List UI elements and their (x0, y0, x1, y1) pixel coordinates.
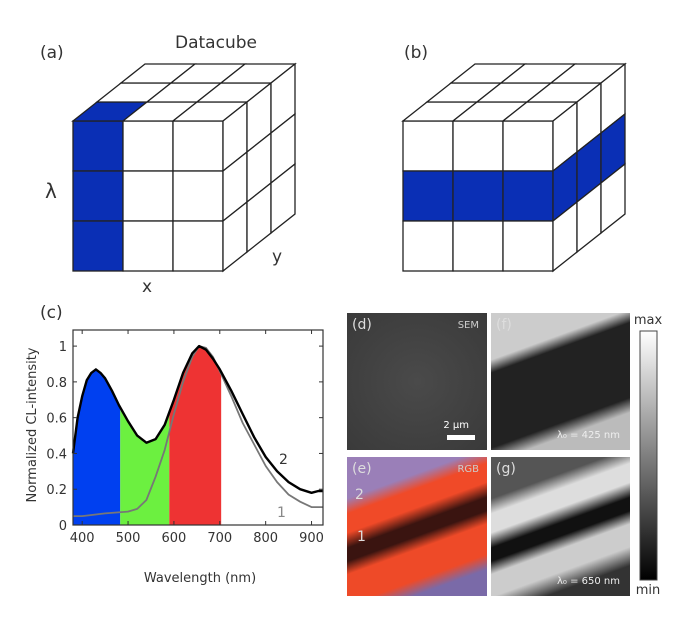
spectrum-chart: 400 500 600 700 800 900 0 0.2 0.4 0.6 0.8 1 (46, 329, 324, 546)
wavelength-g: λ₀ = 650 nm (556, 576, 620, 587)
cl-image-g: (g) λ₀ = 650 nm (491, 457, 630, 596)
band-fill-0 (73, 369, 121, 525)
region-marker-1: 1 (357, 529, 366, 545)
y-tick-label: 0 (59, 519, 67, 534)
panel-a-label: (a) (40, 43, 64, 63)
panel-e-label: (e) (352, 461, 372, 477)
cube-cell-front (502, 170, 554, 222)
chart-ylabel: Normalized CL-intensity (25, 347, 40, 502)
band-fill-1 (120, 407, 170, 525)
series-line-2 (71, 344, 323, 494)
sem-image-d: (d) SEM 2 µm (347, 313, 487, 450)
cube-cell-front (502, 220, 554, 272)
x-tick-label: 500 (116, 531, 141, 546)
cube-cell-front (452, 220, 504, 272)
colorbar-max: max (634, 313, 663, 328)
band-fill-2 (169, 346, 222, 525)
panel-d-label: (d) (352, 317, 372, 333)
panel-g-label: (g) (496, 461, 516, 477)
x-tick-label: 800 (253, 531, 278, 546)
cl-image-f: (f) λ₀ = 425 nm (491, 313, 630, 450)
cube-cell-front (172, 170, 224, 222)
lambda-axis-label: λ (45, 179, 57, 203)
y-tick-label: 0.6 (46, 412, 67, 427)
cube-cell-front (122, 220, 174, 272)
y-tick-label: 1 (59, 340, 67, 355)
cube-cell-front (402, 120, 454, 172)
cube-cell-front (72, 170, 124, 222)
series-label-1: 1 (277, 505, 286, 521)
cube-cell-side (270, 162, 296, 235)
cube-cell-front (452, 170, 504, 222)
rgb-image-e: (e) RGB 2 1 (347, 457, 487, 596)
x-tick-label: 900 (299, 531, 324, 546)
scalebar (447, 435, 475, 440)
datacube-b (401, 62, 627, 273)
x-tick-label: 600 (162, 531, 187, 546)
y-tick-label: 0.2 (46, 483, 67, 498)
rgb-tag: RGB (457, 464, 479, 475)
colorbar-min: min (636, 583, 661, 598)
plot-frame (72, 329, 324, 526)
cube-cell-front (402, 170, 454, 222)
series-label-2: 2 (279, 452, 288, 468)
sem-tag: SEM (457, 320, 479, 331)
region-marker-2: 2 (355, 487, 364, 503)
cube-cell-front (72, 120, 124, 172)
wavelength-f: λ₀ = 425 nm (556, 430, 620, 441)
panel-c-label: (c) (40, 303, 63, 323)
cube-cell-front (172, 120, 224, 172)
cube-cell-front (122, 120, 174, 172)
chart-xlabel: Wavelength (nm) (144, 571, 256, 586)
cube-cell-side (600, 162, 626, 235)
panel-f-label: (f) (496, 317, 512, 333)
datacube-title: Datacube (175, 33, 257, 53)
x-tick-label: 400 (70, 531, 95, 546)
scalebar-label: 2 µm (443, 420, 469, 431)
y-tick-label: 0.4 (46, 447, 67, 462)
y-axis-label: y (272, 247, 282, 267)
datacube-a (71, 62, 297, 273)
cube-cell-front (72, 220, 124, 272)
colorbar (639, 330, 658, 581)
x-axis-label: x (142, 277, 152, 297)
x-tick-label: 700 (207, 531, 232, 546)
cube-cell-front (402, 220, 454, 272)
cube-cell-front (172, 220, 224, 272)
cube-cell-front (452, 120, 504, 172)
cube-cell-front (122, 170, 174, 222)
y-tick-label: 0.8 (46, 376, 67, 391)
panel-b-label: (b) (404, 43, 428, 63)
cube-cell-front (502, 120, 554, 172)
